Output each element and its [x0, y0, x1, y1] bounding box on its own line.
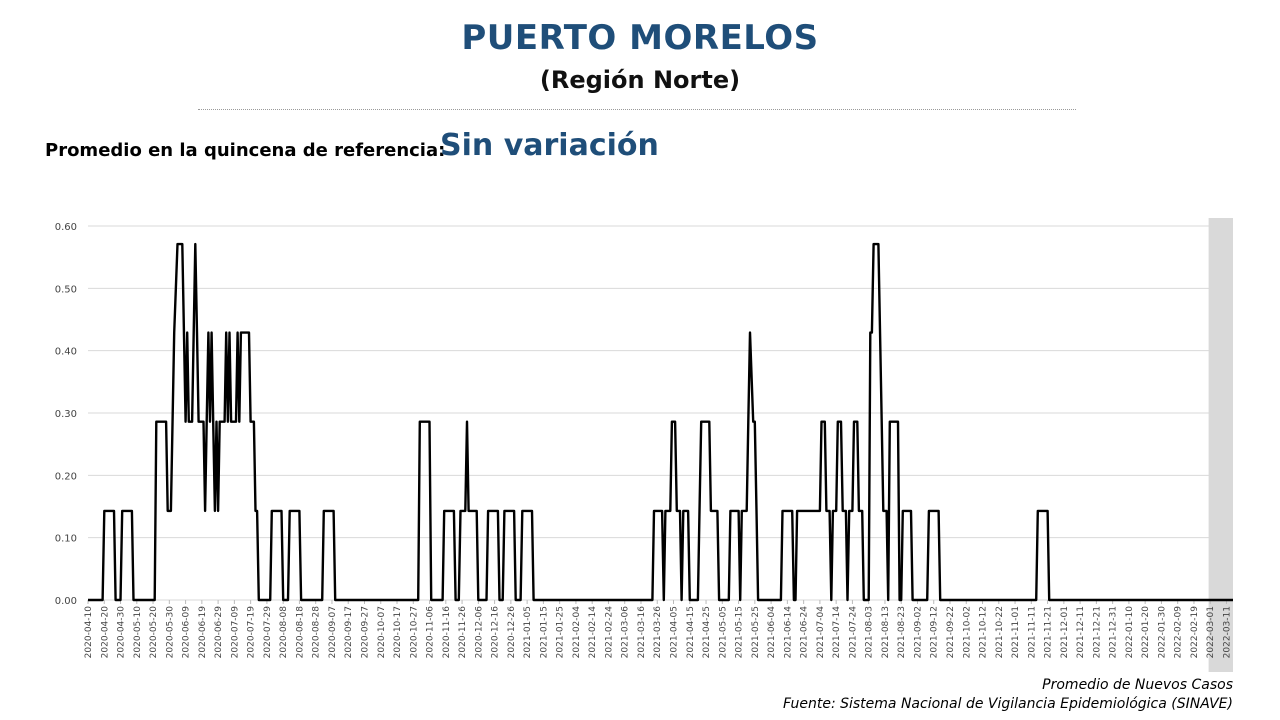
x-tick-label: 2021-04-25	[702, 606, 712, 658]
x-tick-label: 2020-07-29	[263, 606, 273, 659]
x-tick-label: 2021-08-03	[865, 606, 875, 658]
x-tick-label: 2020-12-26	[507, 606, 517, 659]
x-tick-label: 2021-05-25	[751, 606, 761, 658]
grid-layer	[88, 225, 1233, 601]
x-tick-label: 2021-06-04	[767, 606, 777, 659]
x-tick-label: 2020-04-20	[100, 606, 110, 659]
x-tick-label: 2021-02-24	[604, 606, 614, 659]
x-tick-label: 2021-12-21	[1092, 606, 1102, 658]
series-line	[88, 242, 1233, 602]
x-tick-label: 2020-10-17	[393, 606, 403, 658]
x-tick-label: 2020-10-07	[377, 606, 387, 658]
divider	[198, 109, 1076, 110]
x-tick-label: 2020-12-06	[474, 606, 484, 659]
x-tick-label: 2021-01-05	[523, 606, 533, 658]
x-tick-label: 2021-09-12	[930, 606, 940, 658]
x-tick-label: 2021-09-22	[946, 606, 956, 658]
x-tick-label: 2021-04-05	[670, 606, 680, 658]
x-tick-label: 2020-06-29	[214, 606, 224, 659]
y-tick-label: 0.60	[55, 222, 77, 233]
x-tick-label: 2021-06-14	[783, 606, 793, 659]
x-tick-label: 2021-11-11	[1027, 606, 1037, 658]
x-tick-label: 2020-10-27	[409, 606, 419, 658]
x-tick-label: 2021-02-14	[588, 606, 598, 659]
x-tick-label: 2021-03-06	[621, 606, 631, 659]
shaded-forecast-region	[1208, 218, 1233, 672]
x-tick-label: 2020-11-26	[458, 606, 468, 659]
page-title: PUERTO MORELOS	[461, 18, 819, 58]
x-tick-label: 2021-06-24	[800, 606, 810, 659]
x-tick-label: 2021-09-02	[913, 606, 923, 658]
y-tick-label: 0.00	[55, 596, 77, 607]
y-tick-label: 0.40	[55, 347, 77, 358]
x-tick-label: 2020-05-20	[149, 606, 159, 659]
reference-value: Sin variación	[440, 128, 659, 163]
x-tick-label: 2020-06-19	[198, 606, 208, 659]
y-tick-label: 0.50	[55, 284, 77, 295]
x-tick-label: 2020-08-18	[295, 606, 305, 659]
y-tick-labels: 0.00 0.10 0.20 0.30 0.40 0.50 0.60	[55, 222, 77, 607]
x-tick-label: 2020-12-16	[491, 606, 501, 659]
x-tick-label: 2021-11-21	[1044, 606, 1054, 658]
series-layer	[88, 242, 1233, 602]
x-tick-label: 2021-12-11	[1076, 606, 1086, 658]
x-tick-label: 2022-01-10	[1125, 606, 1135, 659]
x-tick-label: 2021-03-26	[653, 606, 663, 659]
x-tick-label: 2021-04-15	[686, 606, 696, 658]
x-tick-label: 2021-07-24	[848, 606, 858, 659]
x-tick-label: 2022-01-20	[1141, 606, 1151, 659]
x-tick-label: 2020-11-06	[426, 606, 436, 659]
x-tick-label: 2022-03-11	[1222, 606, 1232, 658]
x-tick-label: 2020-08-28	[312, 606, 322, 659]
x-tick-label: 2021-05-05	[718, 606, 728, 658]
y-tick-label: 0.10	[55, 534, 77, 545]
x-tick-label: 2022-01-30	[1157, 606, 1167, 659]
x-tick-label: 2022-03-01	[1206, 606, 1216, 658]
x-tick-label: 2020-09-07	[328, 606, 338, 658]
x-tick-label: 2021-12-01	[1060, 606, 1070, 658]
y-tick-label: 0.30	[55, 409, 77, 420]
reference-label: Promedio en la quincena de referencia:	[45, 140, 446, 161]
x-tick-label: 2022-02-19	[1190, 606, 1200, 659]
x-tick-label: 2021-11-01	[1011, 606, 1021, 658]
x-tick-label: 2020-04-30	[117, 606, 127, 659]
x-tick-label: 2021-03-16	[637, 606, 647, 659]
x-tick-label: 2021-10-02	[962, 606, 972, 658]
y-tick-label: 0.20	[55, 471, 77, 482]
x-tick-label: 2020-08-08	[279, 606, 289, 659]
x-tick-label: 2021-01-25	[556, 606, 566, 658]
x-tick-label: 2021-12-31	[1109, 606, 1119, 658]
x-tick-label: 2021-07-04	[816, 606, 826, 659]
x-tick-label: 2021-07-14	[832, 606, 842, 659]
x-tick-label: 2022-02-09	[1174, 606, 1184, 659]
x-tick-label: 2021-10-12	[979, 606, 989, 658]
x-tick-label: 2020-04-10	[84, 606, 94, 659]
x-tick-label: 2020-09-27	[360, 606, 370, 658]
x-tick-label: 2021-02-04	[572, 606, 582, 659]
x-tick-labels: 2020-04-10 2020-04-20 2020-04-30 2020-05-10…	[84, 600, 1232, 658]
x-tick-label: 2021-01-15	[539, 606, 549, 658]
x-tick-label: 2021-08-13	[881, 606, 891, 658]
x-tick-label: 2020-09-17	[344, 606, 354, 658]
x-tick-label: 2021-05-15	[735, 606, 745, 658]
shaded-region-layer	[1208, 218, 1233, 672]
series-caption: Promedio de Nuevos Casos	[1042, 677, 1233, 693]
x-tick-label: 2021-10-22	[995, 606, 1005, 658]
page-subtitle: (Región Norte)	[539, 66, 741, 94]
x-tick-label: 2020-07-09	[230, 606, 240, 659]
x-tick-label: 2020-05-30	[165, 606, 175, 659]
x-tick-label: 2021-08-23	[897, 606, 907, 658]
x-tick-label: 2020-11-16	[442, 606, 452, 659]
x-tick-label: 2020-06-09	[182, 606, 192, 659]
x-tick-label: 2020-07-19	[247, 606, 257, 659]
x-tick-label: 2020-05-10	[133, 606, 143, 659]
source-caption: Fuente: Sistema Nacional de Vigilancia E…	[783, 696, 1233, 712]
